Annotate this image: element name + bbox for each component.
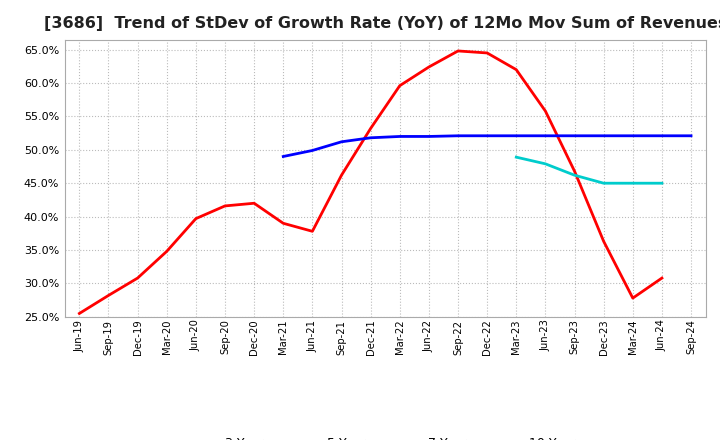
Legend: 3 Years, 5 Years, 7 Years, 10 Years: 3 Years, 5 Years, 7 Years, 10 Years [183,432,588,440]
Title: [3686]  Trend of StDev of Growth Rate (YoY) of 12Mo Mov Sum of Revenues: [3686] Trend of StDev of Growth Rate (Yo… [43,16,720,32]
